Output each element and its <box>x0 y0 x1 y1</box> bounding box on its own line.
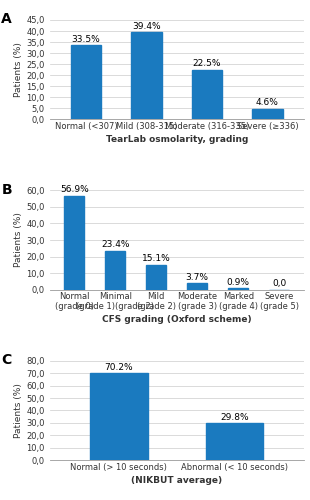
Text: 29.8%: 29.8% <box>220 412 249 422</box>
Bar <box>71 46 101 119</box>
Bar <box>90 373 148 460</box>
Bar <box>105 251 126 290</box>
Text: A: A <box>1 12 12 26</box>
X-axis label: TearLab osmolarity, grading: TearLab osmolarity, grading <box>105 135 248 144</box>
Text: 39.4%: 39.4% <box>132 22 161 31</box>
X-axis label: (NIKBUT average): (NIKBUT average) <box>131 476 222 485</box>
Text: 33.5%: 33.5% <box>72 35 100 44</box>
Text: B: B <box>1 182 12 196</box>
Text: 0.9%: 0.9% <box>227 278 250 286</box>
Text: 15.1%: 15.1% <box>142 254 171 263</box>
Bar <box>131 32 162 119</box>
Bar <box>206 423 264 460</box>
X-axis label: CFS grading (Oxford scheme): CFS grading (Oxford scheme) <box>102 315 251 324</box>
Bar <box>146 264 166 289</box>
Bar <box>187 284 207 290</box>
Text: 56.9%: 56.9% <box>60 185 89 194</box>
Text: 22.5%: 22.5% <box>193 59 221 68</box>
Text: C: C <box>1 353 11 367</box>
Text: 3.7%: 3.7% <box>186 273 209 282</box>
Text: 4.6%: 4.6% <box>256 98 279 108</box>
Bar <box>228 288 248 290</box>
Text: 23.4%: 23.4% <box>101 240 130 250</box>
Bar <box>252 109 283 119</box>
Y-axis label: Patients (%): Patients (%) <box>15 212 24 268</box>
Y-axis label: Patients (%): Patients (%) <box>15 383 24 438</box>
Text: 70.2%: 70.2% <box>104 362 133 372</box>
Text: 0,0: 0,0 <box>272 279 286 288</box>
Y-axis label: Patients (%): Patients (%) <box>15 42 24 97</box>
Bar <box>64 196 84 290</box>
Bar <box>192 70 222 119</box>
